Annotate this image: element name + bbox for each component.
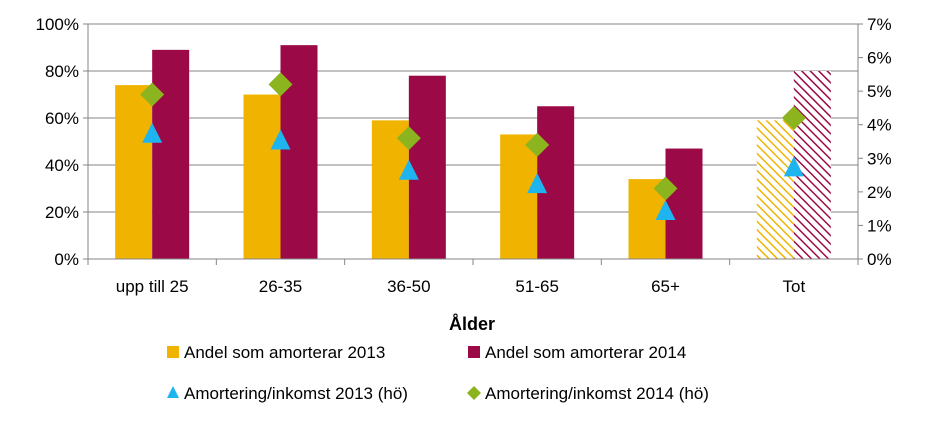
right-axis-tick-label: 6%	[867, 49, 892, 68]
bar-group	[115, 45, 831, 260]
diamond-marker	[653, 176, 678, 201]
diamond-marker	[268, 72, 293, 97]
bar	[280, 45, 318, 260]
right-axis-tick-label: 3%	[867, 149, 892, 168]
bar	[115, 85, 153, 259]
x-axis-title: Ålder	[449, 314, 495, 334]
right-axis-tick-label: 0%	[867, 250, 892, 269]
right-axis-tick-label: 5%	[867, 82, 892, 101]
diamond-marker	[781, 106, 806, 130]
right-axis-tick-label: 4%	[867, 116, 892, 135]
x-axis-tick-label: 36-50	[387, 277, 430, 296]
left-axis-ticks: 0% 20% 40% 60% 80% 100%	[36, 15, 88, 269]
left-axis-tick-label: 60%	[45, 109, 79, 128]
x-axis-ticks: upp till 25 26-35 36-50 51-65 65+ Tot	[87, 259, 859, 296]
triangle-marker	[270, 129, 291, 150]
legend-label: Amortering/inkomst 2013 (hö)	[184, 384, 408, 403]
triangle-marker	[783, 156, 804, 177]
bar	[500, 134, 538, 259]
right-axis-tick-label: 1%	[867, 216, 892, 235]
axes	[87, 24, 859, 260]
left-axis-tick-label: 40%	[45, 156, 79, 175]
right-axis-ticks: 0% 1% 2% 3% 4% 5% 6% 7%	[858, 15, 892, 269]
x-axis-tick-label: 26-35	[259, 277, 302, 296]
diamond-marker	[525, 132, 550, 157]
right-axis-tick-label: 7%	[867, 15, 892, 34]
x-axis-tick-label: 65+	[651, 277, 680, 296]
legend-label: Andel som amorterar 2014	[485, 343, 686, 362]
bar	[408, 75, 446, 259]
bar	[537, 106, 575, 259]
legend: Andel som amorterar 2013 Andel som amorte…	[167, 343, 709, 403]
left-axis-tick-label: 80%	[45, 62, 79, 81]
legend-swatch	[468, 346, 480, 358]
triangle-marker	[527, 173, 548, 194]
bar	[243, 94, 281, 259]
legend-triangle-marker	[167, 386, 179, 398]
left-axis-tick-label: 0%	[54, 250, 79, 269]
bar	[793, 71, 831, 259]
triangle-marker	[655, 200, 676, 220]
diamond-marker	[140, 82, 165, 107]
bar	[152, 49, 190, 259]
marker-group	[140, 72, 806, 220]
legend-diamond-marker	[467, 386, 481, 400]
x-axis-tick-label: Tot	[782, 277, 805, 296]
gridlines	[88, 23, 858, 260]
legend-label: Andel som amorterar 2013	[184, 343, 385, 362]
triangle-marker	[398, 159, 419, 180]
right-axis-tick-label: 2%	[867, 183, 892, 202]
bar	[665, 148, 703, 259]
left-axis-tick-label: 100%	[36, 15, 79, 34]
legend-label: Amortering/inkomst 2014 (hö)	[485, 384, 709, 403]
triangle-marker	[142, 122, 163, 143]
bar	[756, 120, 794, 259]
diamond-marker	[396, 126, 421, 151]
legend-swatch	[167, 346, 179, 358]
x-axis-tick-label: upp till 25	[116, 277, 189, 296]
x-axis-tick-label: 51-65	[515, 277, 558, 296]
left-axis-tick-label: 20%	[45, 203, 79, 222]
